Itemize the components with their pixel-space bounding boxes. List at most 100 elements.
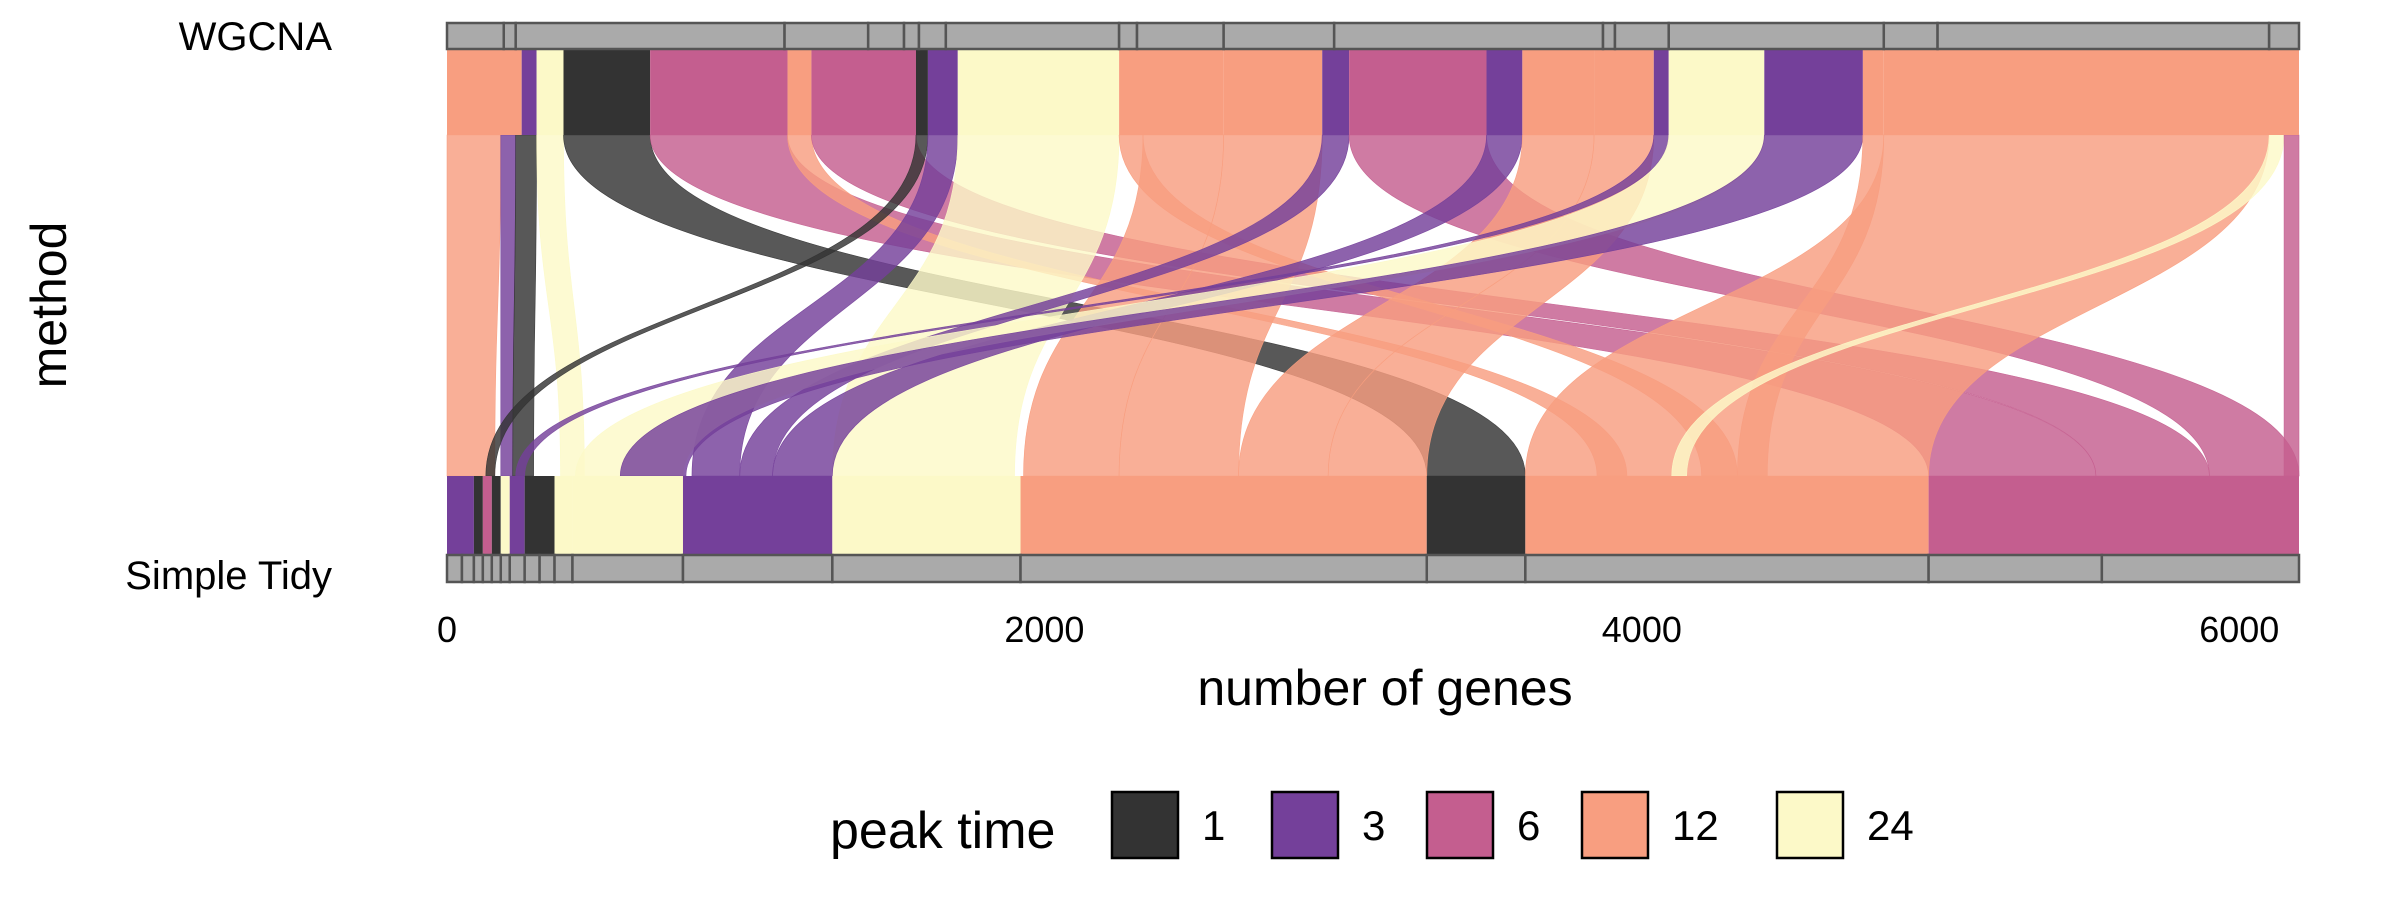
x-ticks: 0 2000 4000 6000 <box>437 609 2279 650</box>
bottom-band-3 <box>492 476 501 555</box>
top-band-6 <box>811 49 916 135</box>
x-tick-label-2: 4000 <box>1602 609 1682 650</box>
top-band-16 <box>1522 49 1594 135</box>
simple-tidy-module-box-4 <box>492 555 501 582</box>
simple-tidy-module-box-0 <box>447 555 462 582</box>
simple-tidy-module-box-12 <box>832 555 1020 582</box>
simple-tidy-module-box-16 <box>1929 555 2102 582</box>
stratum-label-simple-tidy: Simple Tidy <box>125 554 332 598</box>
simple-tidy-module-box-3 <box>483 555 492 582</box>
bottom-band-12 <box>1427 476 1526 555</box>
bottom-band-8 <box>572 476 683 555</box>
top-band-2 <box>537 49 564 135</box>
top-band-4 <box>650 49 787 135</box>
top-band-15 <box>1487 49 1523 135</box>
wgcna-module-box-9 <box>1137 23 1224 49</box>
top-band-17 <box>1594 49 1654 135</box>
simple-tidy-module-box-9 <box>555 555 573 582</box>
wgcna-module-box-14 <box>1669 23 1884 49</box>
wgcna-module-box-6 <box>919 23 946 49</box>
wgcna-module-box-3 <box>785 23 869 49</box>
simple-tidy-module-box-10 <box>572 555 683 582</box>
legend-items: 1 3 6 12 24 <box>1112 792 1914 858</box>
top-band-21 <box>1863 49 1884 135</box>
legend-key-3 <box>1272 792 1338 858</box>
flow-25 <box>2284 135 2299 476</box>
wgcna-module-box-17 <box>2269 23 2299 49</box>
simple-tidy-module-box-5 <box>501 555 510 582</box>
top-band-7 <box>916 49 928 135</box>
bottom-band-1 <box>474 476 483 555</box>
top-band-19 <box>1669 49 1765 135</box>
bottom-band-10 <box>832 476 1020 555</box>
simple-tidy-module-box-15 <box>1525 555 1928 582</box>
flow-2 <box>513 135 537 476</box>
top-band-5 <box>788 49 812 135</box>
y-axis-title: method <box>21 222 77 389</box>
flow-0 <box>447 135 501 476</box>
top-band-20 <box>1764 49 1863 135</box>
simple-tidy-module-box-11 <box>683 555 832 582</box>
bottom-band-14 <box>1929 476 2299 555</box>
legend-label-12: 12 <box>1672 802 1719 849</box>
wgcna-module-box-7 <box>946 23 1119 49</box>
legend: peak time 1 3 6 12 24 <box>830 792 1914 860</box>
simple-tidy-module-box-13 <box>1021 555 1427 582</box>
bottom-band-9 <box>683 476 832 555</box>
simple-tidy-module-box-6 <box>510 555 525 582</box>
x-tick-label-3: 6000 <box>2199 609 2279 650</box>
wgcna-module-box-13 <box>1615 23 1669 49</box>
wgcna-module-box-4 <box>868 23 904 49</box>
legend-label-1: 1 <box>1202 802 1225 849</box>
top-band-3 <box>563 49 650 135</box>
x-axis-title: number of genes <box>1197 660 1572 716</box>
legend-label-24: 24 <box>1867 802 1914 849</box>
simple-tidy-module-box-1 <box>462 555 474 582</box>
legend-key-24 <box>1777 792 1843 858</box>
legend-key-12 <box>1582 792 1648 858</box>
top-band-0 <box>447 49 522 135</box>
top-band-8 <box>928 49 958 135</box>
x-tick-label-0: 0 <box>437 609 457 650</box>
wgcna-module-box-10 <box>1224 23 1335 49</box>
legend-label-3: 3 <box>1362 802 1385 849</box>
top-band-18 <box>1654 49 1669 135</box>
bottom-band-7 <box>555 476 573 555</box>
simple-tidy-module-box-14 <box>1427 555 1526 582</box>
bottom-band-6 <box>525 476 555 555</box>
top-band-9 <box>958 49 1119 135</box>
wgcna-module-box-5 <box>904 23 919 49</box>
bottom-band-0 <box>447 476 474 555</box>
wgcna-module-box-8 <box>1119 23 1137 49</box>
bottom-band-2 <box>483 476 492 555</box>
top-band-10 <box>1119 49 1143 135</box>
wgcna-module-box-2 <box>516 23 785 49</box>
top-band-1 <box>522 49 537 135</box>
top-band-13 <box>1322 49 1349 135</box>
bottom-band-5 <box>510 476 525 555</box>
flows-layer <box>447 135 2299 476</box>
x-tick-label-1: 2000 <box>1004 609 1084 650</box>
simple-tidy-module-box-17 <box>2102 555 2299 582</box>
wgcna-module-box-15 <box>1884 23 1938 49</box>
wgcna-module-box-11 <box>1334 23 1603 49</box>
bottom-band-13 <box>1525 476 1928 555</box>
simple-tidy-module-box-7 <box>525 555 540 582</box>
legend-title: peak time <box>830 802 1055 860</box>
wgcna-module-box-0 <box>447 23 504 49</box>
simple-tidy-module-box-2 <box>474 555 483 582</box>
simple-tidy-module-box-8 <box>540 555 555 582</box>
bottom-band-4 <box>501 476 510 555</box>
top-band-22 <box>1884 49 2299 135</box>
legend-label-6: 6 <box>1517 802 1540 849</box>
stratum-label-wgcna: WGCNA <box>179 15 333 59</box>
wgcna-module-box-16 <box>1938 23 2270 49</box>
top-band-12 <box>1224 49 1323 135</box>
legend-key-1 <box>1112 792 1178 858</box>
top-band-14 <box>1349 49 1486 135</box>
wgcna-module-box-12 <box>1603 23 1615 49</box>
bottom-band-11 <box>1021 476 1427 555</box>
wgcna-module-box-1 <box>504 23 516 49</box>
top-band-11 <box>1143 49 1224 135</box>
